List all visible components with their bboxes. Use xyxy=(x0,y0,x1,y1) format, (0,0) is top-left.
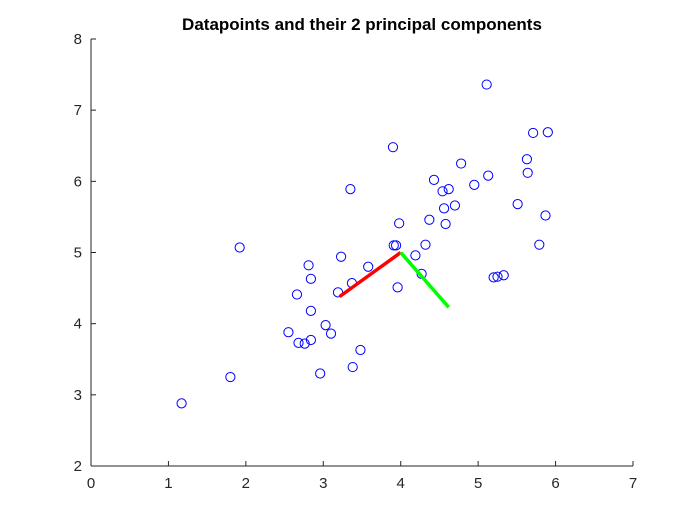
x-tick-label: 3 xyxy=(319,475,327,492)
data-point xyxy=(488,272,499,283)
data-point xyxy=(521,154,533,165)
data-point xyxy=(363,261,374,272)
data-point xyxy=(392,282,403,293)
principal-component-line xyxy=(399,251,451,309)
y-tick-label: 8 xyxy=(74,31,82,48)
chart-title: Datapoints and their 2 principal compone… xyxy=(182,15,542,34)
data-point xyxy=(347,361,358,373)
x-tick-label: 2 xyxy=(242,475,250,492)
data-point xyxy=(469,179,480,190)
principal-component-line xyxy=(338,251,402,299)
x-tick-label: 6 xyxy=(551,475,559,492)
data-point xyxy=(440,218,451,230)
data-point xyxy=(388,240,399,251)
data-point xyxy=(534,239,545,250)
data-point xyxy=(305,273,316,284)
data-point xyxy=(492,271,503,282)
data-point xyxy=(305,305,316,316)
data-point xyxy=(225,371,236,383)
data-point xyxy=(387,142,399,153)
data-point xyxy=(498,270,509,281)
data-point xyxy=(540,210,551,221)
data-point xyxy=(456,158,467,169)
data-point xyxy=(335,251,347,262)
y-tick-label: 4 xyxy=(74,316,82,333)
data-point xyxy=(305,334,316,346)
data-point xyxy=(512,199,523,210)
axes: 0 1 2 3 4 5 6 7 2 3 4 5 6 7 8 xyxy=(74,31,638,492)
y-tick-label: 3 xyxy=(74,387,82,404)
data-point xyxy=(176,398,187,409)
data-point xyxy=(528,127,539,139)
y-tick-label: 2 xyxy=(74,458,82,475)
data-point xyxy=(437,186,448,197)
data-point xyxy=(438,203,450,214)
data-point xyxy=(325,328,337,339)
data-point xyxy=(449,200,461,211)
data-point xyxy=(443,184,454,195)
x-tick-label: 0 xyxy=(87,475,95,492)
x-tick-label: 7 xyxy=(629,475,637,492)
data-point xyxy=(390,240,402,251)
x-tick-label: 4 xyxy=(397,475,405,492)
data-point xyxy=(424,214,435,225)
data-point xyxy=(293,337,304,348)
y-tick-label: 5 xyxy=(74,245,82,262)
data-points xyxy=(176,79,553,409)
data-point xyxy=(299,338,310,349)
data-point xyxy=(355,344,366,356)
data-point xyxy=(291,289,303,300)
data-point xyxy=(394,218,405,229)
data-point xyxy=(410,250,421,261)
y-tick-label: 6 xyxy=(74,173,82,190)
data-point xyxy=(303,260,314,271)
x-tick-label: 1 xyxy=(164,475,172,492)
data-point xyxy=(320,319,331,331)
y-tick-label: 7 xyxy=(74,102,82,119)
data-point xyxy=(234,242,245,253)
data-point xyxy=(345,184,356,195)
data-point xyxy=(542,127,553,138)
data-point xyxy=(522,167,533,178)
data-point xyxy=(483,170,494,181)
data-point xyxy=(315,368,326,379)
principal-components xyxy=(338,251,451,309)
x-tick-label: 5 xyxy=(474,475,482,492)
data-point xyxy=(481,79,492,90)
data-point xyxy=(420,239,431,250)
data-point xyxy=(428,174,440,186)
data-point xyxy=(283,327,294,338)
